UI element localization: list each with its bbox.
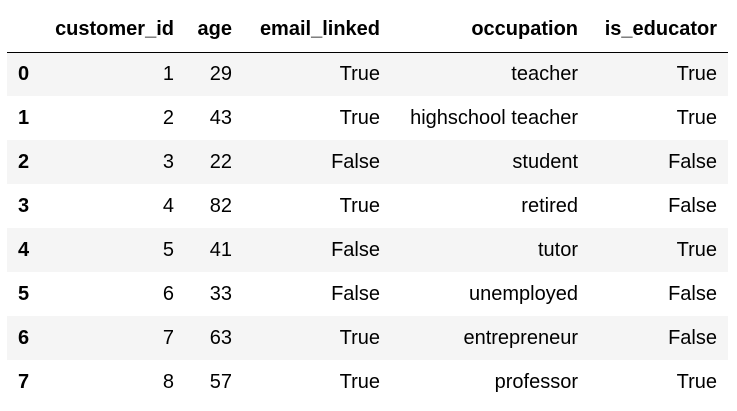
index-column-header <box>7 8 41 53</box>
cell-occupation: retired <box>521 194 578 217</box>
cell-is-educator: True <box>676 62 717 85</box>
cell-email-linked: True <box>339 370 380 393</box>
cell-email-linked: False <box>331 238 380 261</box>
cell-email-linked: True <box>339 106 380 129</box>
row-index: 0 <box>18 62 30 85</box>
cell-age: 63 <box>209 326 232 349</box>
table-row: 5 6 33 False unemployed False <box>7 272 728 316</box>
cell-is-educator: True <box>676 106 717 129</box>
cell-email-linked: True <box>339 326 380 349</box>
cell-occupation: highschool teacher <box>410 106 578 129</box>
cell-customer-id: 4 <box>162 194 174 217</box>
row-index: 1 <box>18 106 30 129</box>
column-header-is-educator: is_educator <box>589 8 728 53</box>
cell-is-educator: False <box>668 194 717 217</box>
cell-is-educator: True <box>676 370 717 393</box>
cell-age: 29 <box>209 62 232 85</box>
cell-email-linked: True <box>339 194 380 217</box>
cell-is-educator: False <box>668 282 717 305</box>
cell-is-educator: False <box>668 150 717 173</box>
cell-customer-id: 2 <box>162 106 174 129</box>
column-header-age: age <box>185 8 243 53</box>
cell-age: 43 <box>209 106 232 129</box>
cell-occupation: teacher <box>511 62 578 85</box>
cell-occupation: professor <box>494 370 578 393</box>
cell-occupation: student <box>512 150 578 173</box>
header-row: customer_id age email_linked occupation … <box>7 8 728 53</box>
cell-age: 41 <box>209 238 232 261</box>
row-index: 6 <box>18 326 30 349</box>
cell-occupation: unemployed <box>469 282 578 305</box>
column-header-customer-id: customer_id <box>41 8 185 53</box>
table-row: 6 7 63 True entrepreneur False <box>7 316 728 360</box>
table-body: 0 1 29 True teacher True 1 2 43 True hig… <box>7 52 728 404</box>
table-row: 2 3 22 False student False <box>7 140 728 184</box>
column-header-email-linked: email_linked <box>243 8 391 53</box>
row-index: 5 <box>18 282 30 305</box>
cell-email-linked: False <box>331 282 380 305</box>
cell-customer-id: 1 <box>162 62 174 85</box>
row-index: 3 <box>18 194 30 217</box>
cell-customer-id: 3 <box>162 150 174 173</box>
cell-age: 57 <box>209 370 232 393</box>
cell-customer-id: 8 <box>162 370 174 393</box>
cell-age: 22 <box>209 150 232 173</box>
row-index: 7 <box>18 370 30 393</box>
row-index: 2 <box>18 150 30 173</box>
cell-is-educator: False <box>668 326 717 349</box>
column-header-occupation: occupation <box>391 8 589 53</box>
table-header: customer_id age email_linked occupation … <box>7 8 728 53</box>
table-row: 7 8 57 True professor True <box>7 360 728 404</box>
table-row: 3 4 82 True retired False <box>7 184 728 228</box>
table-row: 0 1 29 True teacher True <box>7 52 728 96</box>
cell-occupation: entrepreneur <box>463 326 578 349</box>
cell-is-educator: True <box>676 238 717 261</box>
cell-age: 33 <box>209 282 232 305</box>
dataframe-table: customer_id age email_linked occupation … <box>7 8 728 404</box>
cell-email-linked: True <box>339 62 380 85</box>
cell-customer-id: 7 <box>162 326 174 349</box>
cell-customer-id: 5 <box>162 238 174 261</box>
cell-occupation: tutor <box>537 238 578 261</box>
table-row: 1 2 43 True highschool teacher True <box>7 96 728 140</box>
cell-age: 82 <box>209 194 232 217</box>
cell-customer-id: 6 <box>162 282 174 305</box>
cell-email-linked: False <box>331 150 380 173</box>
row-index: 4 <box>18 238 30 261</box>
table-row: 4 5 41 False tutor True <box>7 228 728 272</box>
